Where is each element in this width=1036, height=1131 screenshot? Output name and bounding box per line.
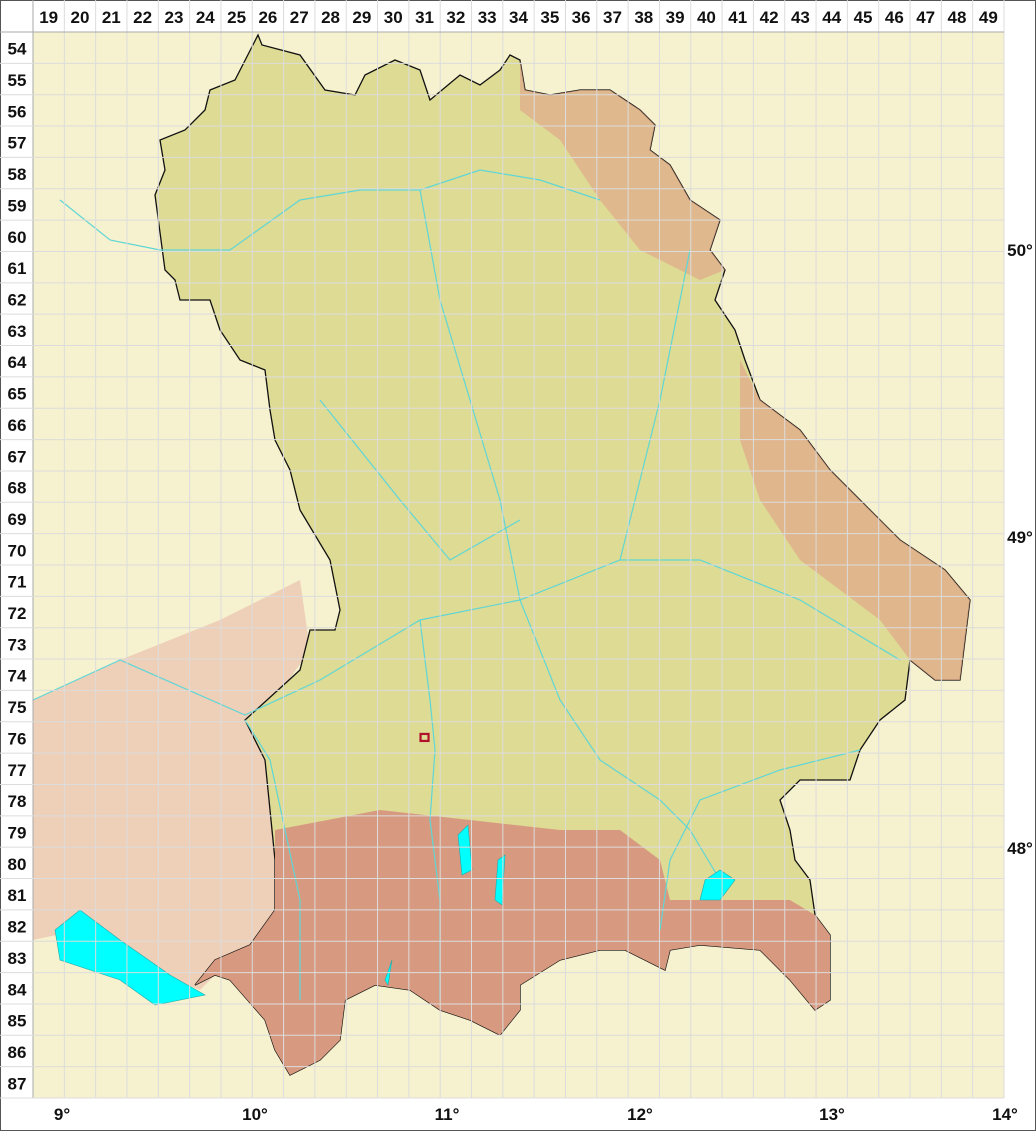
river: [659, 749, 861, 931]
row-label: 62: [8, 291, 27, 310]
alps-region: [195, 810, 830, 1075]
column-label: 35: [540, 8, 559, 27]
row-label: 58: [8, 165, 27, 184]
rivers: [32, 169, 901, 1000]
row-label: 87: [8, 1074, 27, 1093]
row-label: 83: [8, 949, 27, 968]
row-label: 64: [8, 353, 27, 372]
row-label: 74: [8, 667, 27, 686]
column-label: 36: [572, 8, 591, 27]
row-label: 56: [8, 102, 27, 121]
northeast-upland: [520, 60, 725, 280]
row-label: 65: [8, 385, 27, 404]
row-label: 60: [8, 228, 27, 247]
row-label: 86: [8, 1043, 27, 1062]
latitude-label: 49°: [1007, 528, 1033, 547]
row-label: 61: [8, 259, 27, 278]
row-label: 67: [8, 447, 27, 466]
row-label: 80: [8, 855, 27, 874]
column-label: 34: [509, 8, 528, 27]
river: [59, 169, 601, 251]
southwest-upland: [33, 580, 310, 990]
latitude-label: 48°: [1007, 839, 1033, 858]
row-label: 72: [8, 604, 27, 623]
column-label: 19: [39, 8, 58, 27]
column-label: 28: [321, 8, 340, 27]
row-label: 66: [8, 416, 27, 435]
occurrence-marker[interactable]: [419, 732, 430, 743]
longitude-label: 13°: [819, 1105, 845, 1124]
longitude-label: 11°: [435, 1105, 460, 1124]
row-label: 81: [8, 886, 27, 905]
row-label: 78: [8, 792, 27, 811]
column-label: 40: [697, 8, 716, 27]
column-label: 42: [760, 8, 779, 27]
column-label: 41: [728, 8, 747, 27]
column-label: 39: [666, 8, 685, 27]
row-label: 59: [8, 196, 27, 215]
column-label: 29: [352, 8, 371, 27]
column-label: 47: [916, 8, 935, 27]
latitude-label: 50°: [1007, 241, 1033, 260]
row-label: 68: [8, 479, 27, 498]
column-label: 21: [102, 8, 121, 27]
row-label: 79: [8, 824, 27, 843]
lake: [699, 869, 736, 901]
column-label: 20: [71, 8, 90, 27]
river: [619, 249, 691, 561]
row-label: 63: [8, 322, 27, 341]
row-label: 71: [8, 573, 27, 592]
row-label: 55: [8, 71, 27, 90]
longitude-label: 14°: [992, 1105, 1018, 1124]
lakes: [54, 824, 736, 1006]
column-label: 24: [196, 8, 215, 27]
longitude-label: 12°: [627, 1105, 653, 1124]
column-label: 31: [415, 8, 434, 27]
column-label: 37: [603, 8, 622, 27]
longitude-label: 9°: [54, 1105, 70, 1124]
grid-lines: [0, 0, 1005, 1099]
column-label: 27: [290, 8, 309, 27]
column-labels: 19 20 21 22 23 24 25 26 27 28 29 30 31 32 33 34 35 36 37 38…: [39, 8, 998, 27]
latitude-labels: 50° 49° 48°: [1007, 241, 1033, 858]
longitude-label: 10°: [242, 1105, 268, 1124]
column-label: 26: [258, 8, 277, 27]
column-label: 23: [164, 8, 183, 27]
row-label: 76: [8, 729, 27, 748]
column-label: 38: [634, 8, 653, 27]
column-label: 33: [478, 8, 497, 27]
column-label: 45: [854, 8, 873, 27]
row-label: 85: [8, 1012, 27, 1031]
column-label: 32: [446, 8, 465, 27]
column-label: 46: [885, 8, 904, 27]
row-label: 73: [8, 635, 27, 654]
column-label: 44: [822, 8, 841, 27]
river: [519, 599, 721, 881]
column-label: 30: [384, 8, 403, 27]
longitude-labels: 9° 10° 11° 12° 13° 14°: [54, 1105, 1018, 1124]
river: [244, 719, 301, 1000]
row-label: 54: [8, 40, 27, 59]
column-label: 25: [227, 8, 246, 27]
row-labels: 54 55 56 57 58 59 60 61 62 63 64 65 66 67 68 69 70 71 72 73…: [8, 40, 27, 1094]
column-label: 49: [979, 8, 998, 27]
column-label: 43: [791, 8, 810, 27]
row-label: 82: [8, 918, 27, 937]
river: [32, 559, 901, 716]
lake: [54, 909, 206, 1006]
column-label: 22: [133, 8, 152, 27]
row-label: 75: [8, 698, 27, 717]
column-label: 48: [948, 8, 967, 27]
row-label: 70: [8, 541, 27, 560]
row-label: 57: [8, 134, 27, 153]
row-label: 77: [8, 761, 27, 780]
row-label: 84: [8, 980, 27, 999]
row-label: 69: [8, 510, 27, 529]
